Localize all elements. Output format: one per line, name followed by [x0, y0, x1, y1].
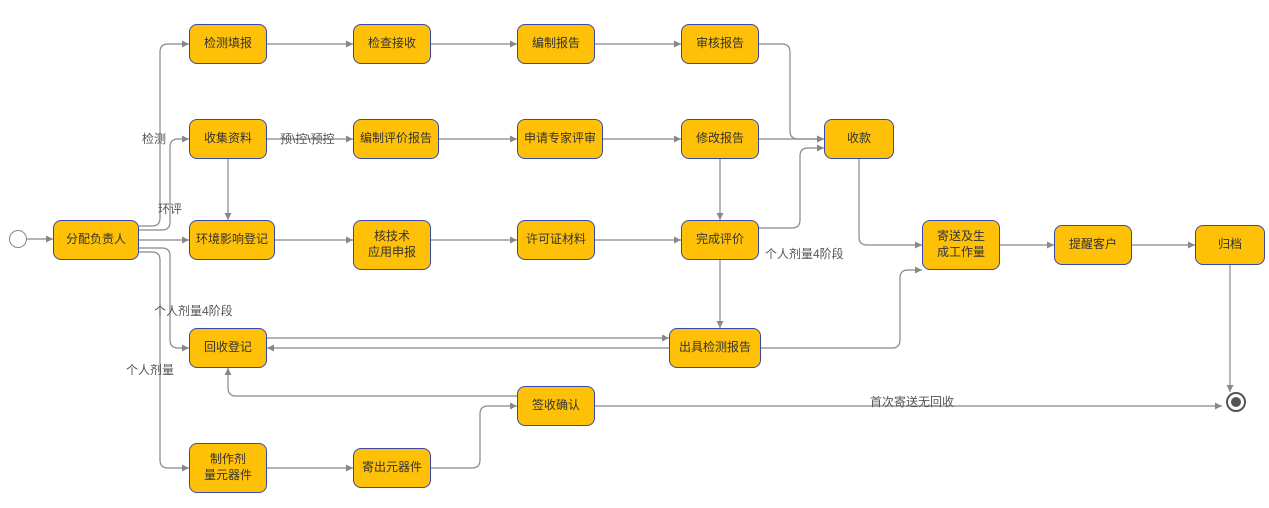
node-send_gen: 寄送及生 成工作量 [922, 220, 1000, 270]
edge-label-lbl_detect: 检测 [142, 130, 166, 147]
node-complete: 完成评价 [681, 220, 759, 260]
edge-label-lbl_p4_top: 个人剂量4阶段 [154, 302, 233, 319]
node-collect: 收集资料 [189, 119, 267, 159]
node-audit_rep: 审核报告 [681, 24, 759, 64]
node-archive: 归档 [1195, 225, 1265, 265]
node-expert_rev: 申请专家评审 [517, 119, 603, 159]
node-eval_rep: 编制评价报告 [353, 119, 439, 159]
edge-audit_rep-to-receive_pay [759, 44, 824, 139]
edge-label-lbl_yukong: 预\控\预控 [280, 130, 335, 147]
edge-send_comp-to-sign_conf [431, 406, 517, 468]
node-env_reg: 环境影响登记 [189, 220, 275, 260]
node-remind: 提醒客户 [1054, 225, 1132, 265]
edge-sign_conf-to-recycle_reg [228, 368, 517, 396]
node-issue_rep: 出具检测报告 [669, 328, 761, 368]
node-sign_conf: 签收确认 [517, 386, 595, 426]
edge-complete-to-receive_pay [759, 148, 824, 228]
node-permit_mat: 许可证材料 [517, 220, 595, 260]
node-detect_fill: 检测填报 [189, 24, 267, 64]
node-send_comp: 寄出元器件 [353, 448, 431, 488]
edge-label-lbl_p4_mid: 个人剂量4阶段 [765, 245, 844, 262]
node-check_recv: 检查接收 [353, 24, 431, 64]
node-make_dos: 制作剂 量元器件 [189, 443, 267, 493]
node-compile_rep: 编制报告 [517, 24, 595, 64]
start-event [9, 230, 27, 248]
node-tech_apply: 核技术 应用申报 [353, 220, 431, 270]
node-receive_pay: 收款 [824, 119, 894, 159]
node-assign: 分配负责人 [53, 220, 139, 260]
end-event-inner [1231, 397, 1241, 407]
edge-label-lbl_envrev: 环评 [158, 200, 182, 217]
node-modify_rep: 修改报告 [681, 119, 759, 159]
edge-label-lbl_pdose: 个人剂量 [126, 361, 174, 378]
edge-label-lbl_first: 首次寄送无回收 [870, 393, 954, 410]
node-recycle_reg: 回收登记 [189, 328, 267, 368]
edge-assign-to-recycle_reg [139, 248, 189, 348]
edge-assign-to-make_dos [139, 252, 189, 468]
edge-issue_rep-to-send_gen [761, 270, 922, 348]
edge-receive_pay-to-send_gen [859, 159, 922, 245]
